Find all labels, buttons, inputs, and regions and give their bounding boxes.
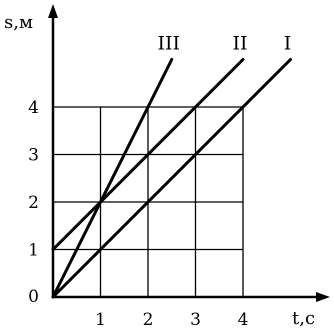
series-group	[51, 58, 292, 299]
series-line-3	[51, 58, 174, 299]
y-tick-label: 2	[28, 193, 39, 213]
x-axis-label: t,c	[292, 308, 315, 329]
x-axis-arrow	[316, 292, 330, 302]
y-tick-label: 3	[28, 146, 39, 166]
tick-labels: 0 1 2 3 4 1 2 3 4	[28, 98, 248, 330]
y-axis-arrow	[48, 4, 58, 18]
x-tick-label: 3	[190, 310, 201, 330]
series-label-1: I	[284, 33, 292, 55]
axes	[48, 4, 330, 302]
x-tick-label: 4	[238, 310, 249, 330]
series-label-3: III	[157, 33, 180, 55]
x-tick-label: 2	[143, 310, 154, 330]
series-label-2: II	[232, 33, 247, 55]
series-line-2	[51, 58, 245, 251]
x-tick-label: 0	[28, 287, 39, 307]
y-tick-label: 4	[28, 98, 39, 118]
y-axis-label: s,м	[4, 12, 33, 33]
series-line-1	[51, 58, 292, 299]
x-tick-label: 1	[95, 310, 106, 330]
axis-labels: s,м t,c	[4, 12, 315, 329]
y-tick-label: 1	[28, 241, 39, 261]
